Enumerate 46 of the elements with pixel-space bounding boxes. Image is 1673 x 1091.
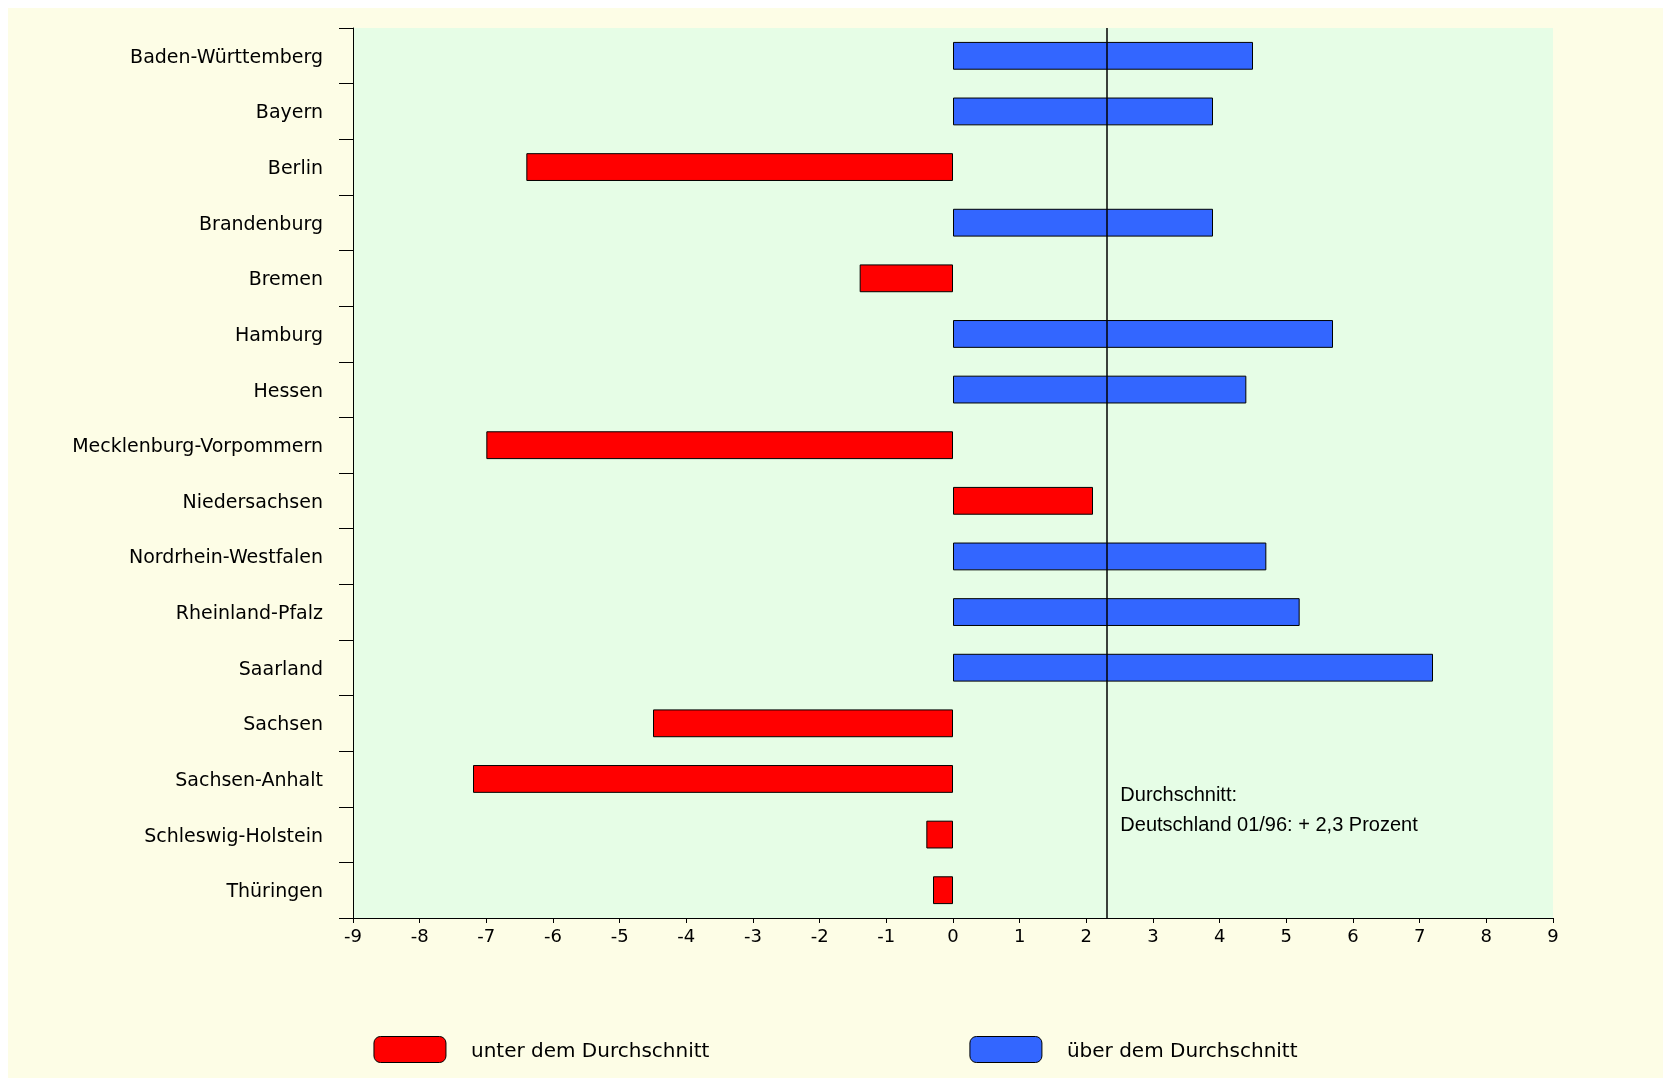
legend-label: über dem Durchschnitt [1066,1037,1298,1062]
bar [653,709,953,738]
y-tick-label: Bremen [248,267,323,290]
y-tick-label: Baden-Württemberg [130,44,323,67]
x-tick-label: 2 [1080,924,1093,946]
y-tick-label: Niedersachsen [182,489,323,512]
y-tick-label: Brandenburg [199,211,323,234]
x-tick-label: -6 [544,924,562,946]
y-tick-label: Nordrhein-Westfalen [128,545,323,568]
x-tick-label: -9 [344,924,362,946]
x-tick-label: 7 [1413,924,1426,946]
bar [953,486,1093,515]
x-tick-label: 1 [1013,924,1026,946]
x-tick-label: -3 [744,924,762,946]
x-tick-label: -7 [477,924,496,946]
x-tick-label: 4 [1213,924,1226,946]
bar [933,876,953,905]
ref-line-label: Durchschnitt: Deutschland 01/96: + 2,3 Prozent [1120,782,1419,835]
x-tick-label: -2 [810,924,829,946]
x-tick-label: -4 [677,924,696,946]
bar [526,153,953,181]
x-tick-label: 5 [1280,924,1293,946]
x-tick-label: 0 [947,924,959,946]
x-tick-label: 9 [1547,924,1559,946]
y-tick-label: Sachsen-Anhalt [175,767,323,790]
x-tick-label: 6 [1347,924,1359,946]
bar [859,264,953,293]
y-tick-label: Berlin [267,156,323,179]
bar [473,765,953,793]
bar [926,820,953,849]
legend-label: unter dem Durchschnitt [470,1037,710,1062]
y-tick-label: Saarland [238,656,323,679]
bar [486,431,953,460]
x-tick-label: 3 [1147,924,1159,946]
y-tick-label: Schleswig-Holstein [144,823,323,846]
x-tick-label: -5 [610,924,629,946]
y-tick-label: Sachsen [243,712,323,735]
y-tick-label: Rheinland-Pfalz [175,601,324,624]
x-tick-label: -1 [877,924,896,946]
x-tick-label: 8 [1480,924,1493,946]
x-tick-label: -8 [410,924,429,946]
y-tick-label: Thüringen [225,879,323,902]
y-tick-label: Hamburg [234,322,323,345]
y-tick-label: Hessen [253,378,323,401]
y-tick-label: Mecklenburg-Vorpommern [72,434,323,457]
y-tick-label: Bayern [255,100,323,123]
